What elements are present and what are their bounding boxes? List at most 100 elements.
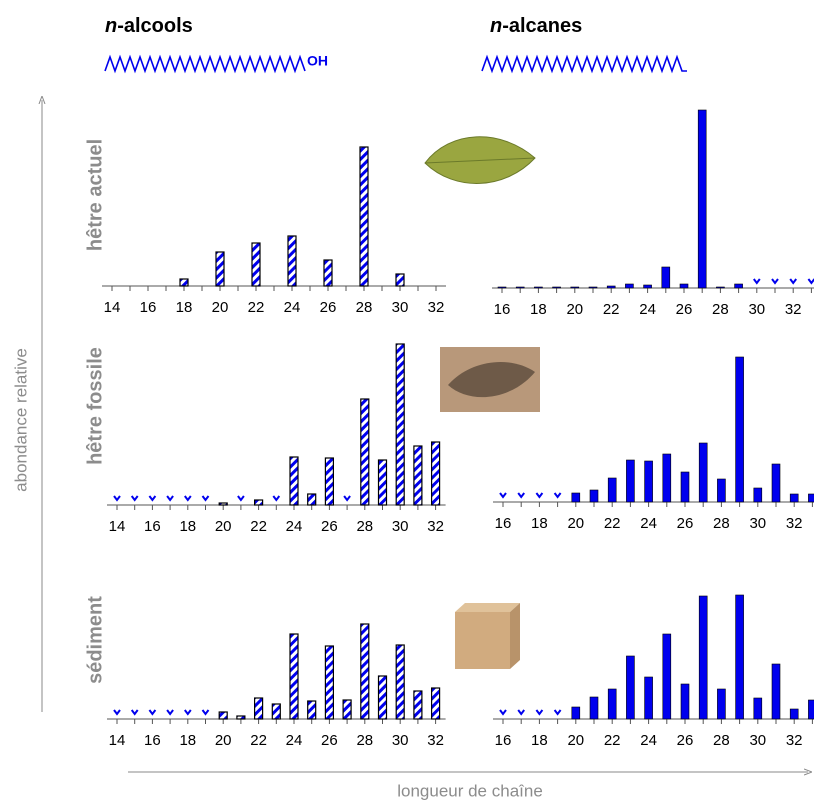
not-detected-marker: [753, 278, 761, 285]
bar: [735, 594, 744, 720]
bar: [626, 655, 635, 720]
bar: [571, 492, 581, 503]
x-tick-label: 22: [250, 518, 267, 535]
bar: [808, 699, 814, 720]
x-tick-label: 14: [109, 732, 126, 749]
leaf-photo: [424, 136, 536, 184]
x-tick-label: 22: [250, 732, 267, 749]
not-detected-marker: [771, 278, 779, 285]
bar: [735, 356, 744, 503]
bar: [324, 457, 334, 506]
bar: [289, 633, 299, 720]
bar: [570, 286, 580, 289]
x-tick-label: 30: [749, 515, 766, 532]
x-axis-label: longueur de chaîne: [397, 781, 543, 800]
bar: [588, 286, 598, 289]
bar: [271, 703, 281, 720]
x-tick-label: 18: [531, 515, 548, 532]
bar: [431, 687, 441, 720]
x-tick-label: 32: [427, 732, 444, 749]
row-label: hêtre fossile: [84, 347, 106, 465]
x-tick-label: 28: [356, 518, 373, 535]
bar: [679, 283, 689, 289]
x-tick-label: 30: [392, 518, 409, 535]
bar: [236, 715, 246, 720]
x-tick-label: 16: [144, 518, 161, 535]
row-label: hêtre actuel: [84, 139, 106, 251]
bar: [607, 688, 617, 720]
bar: [661, 266, 671, 289]
not-detected-marker: [113, 495, 121, 502]
not-detected-marker: [272, 495, 281, 502]
x-tick-label: 28: [713, 515, 730, 532]
not-detected-marker: [113, 709, 121, 716]
bar: [606, 285, 616, 289]
x-tick-label: 16: [494, 301, 511, 318]
not-detected-marker: [201, 495, 210, 502]
bar: [626, 459, 635, 503]
x-tick-label: 32: [785, 301, 802, 318]
not-detected-marker: [148, 709, 157, 716]
bar: [644, 460, 653, 503]
x-tick-label: 20: [567, 732, 584, 749]
not-detected-marker: [184, 709, 192, 716]
bar: [218, 711, 228, 720]
x-tick-label: 32: [427, 518, 444, 535]
bar: [717, 688, 726, 720]
x-tick-label: 16: [140, 299, 157, 316]
bar: [377, 675, 388, 720]
x-tick-label: 20: [215, 518, 232, 535]
bar: [771, 463, 781, 503]
x-tick-label: 28: [356, 732, 373, 749]
bar: [289, 456, 299, 506]
hydroxyl-label: OH: [307, 53, 328, 69]
not-detected-marker: [517, 492, 525, 499]
bar: [395, 644, 405, 720]
x-tick-label: 28: [356, 299, 373, 316]
bar: [643, 284, 652, 289]
bar: [589, 696, 599, 720]
bar: [698, 595, 708, 720]
x-tick-label: 18: [531, 732, 548, 749]
bar: [808, 493, 814, 503]
bar: [359, 146, 369, 287]
bar: [179, 278, 189, 287]
not-detected-marker: [535, 492, 544, 499]
x-tick-label: 30: [749, 732, 766, 749]
x-tick-label: 20: [567, 515, 584, 532]
not-detected-marker: [499, 492, 507, 499]
bar: [607, 477, 617, 503]
bar: [680, 471, 690, 503]
bar: [515, 286, 525, 289]
bar: [413, 690, 423, 720]
x-tick-label: 22: [603, 301, 620, 318]
not-detected-marker: [535, 709, 544, 716]
x-tick-label: 28: [712, 301, 729, 318]
not-detected-marker: [201, 709, 210, 716]
x-tick-label: 26: [321, 732, 338, 749]
bar: [734, 283, 743, 289]
x-tick-label: 14: [104, 299, 121, 316]
x-tick-label: 26: [321, 518, 338, 535]
bar: [395, 273, 405, 287]
x-tick-label: 18: [530, 301, 547, 318]
not-detected-marker: [517, 709, 525, 716]
not-detected-marker: [499, 709, 507, 716]
x-tick-label: 24: [284, 299, 301, 316]
bar: [251, 242, 261, 287]
bar: [680, 683, 690, 720]
x-tick-label: 32: [786, 732, 803, 749]
x-tick-label: 26: [676, 301, 693, 318]
not-detected-marker: [343, 495, 351, 502]
bar: [571, 706, 581, 720]
x-tick-label: 18: [179, 732, 196, 749]
bar: [625, 283, 634, 289]
bar: [254, 499, 264, 506]
bar: [324, 645, 334, 720]
bar: [307, 700, 317, 720]
x-tick-label: 16: [144, 732, 161, 749]
bar: [789, 708, 799, 720]
bar: [697, 109, 707, 289]
x-tick-label: 16: [495, 515, 512, 532]
